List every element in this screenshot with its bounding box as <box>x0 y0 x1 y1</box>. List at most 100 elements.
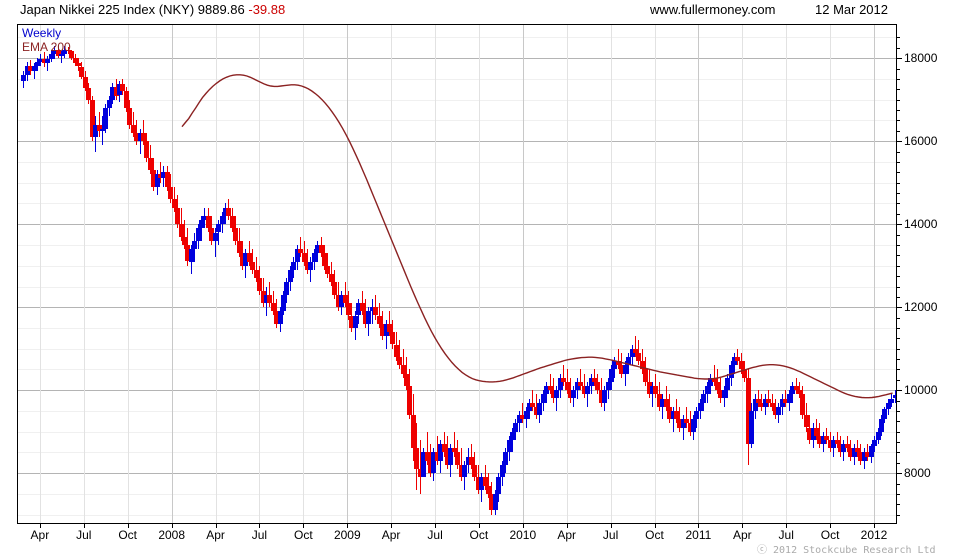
candle-body <box>745 377 751 445</box>
candle-body <box>803 415 809 428</box>
candle-wick <box>303 240 305 266</box>
candle-body <box>769 402 775 407</box>
x-axis-label: 2009 <box>333 528 361 542</box>
candle-body <box>643 369 649 382</box>
candle-body <box>294 249 300 262</box>
candle-body <box>581 386 587 395</box>
candle-wick <box>484 464 486 490</box>
candle-body <box>240 253 246 266</box>
candle-body <box>489 493 495 511</box>
candle-wick <box>737 348 739 366</box>
x-axis-label: Oct <box>820 528 840 542</box>
y-axis-label: 16000 <box>904 134 938 149</box>
candle-wick <box>470 444 472 469</box>
candle-wick <box>402 348 404 378</box>
candle-body <box>639 361 645 370</box>
candle-body <box>233 228 239 241</box>
x-axis-label: 2008 <box>158 528 186 542</box>
candle-body <box>701 394 707 403</box>
candle-body <box>134 132 140 142</box>
candle-body <box>441 444 447 453</box>
x-axis-tick <box>610 524 612 528</box>
candle-body <box>86 88 92 100</box>
candle-body <box>714 381 720 391</box>
gridline-horizontal <box>18 348 896 350</box>
candle-body <box>609 369 615 382</box>
candle-wick <box>399 340 401 370</box>
gridline-horizontal <box>18 390 896 392</box>
x-axis-tick <box>566 524 568 528</box>
y-axis-tick <box>897 359 900 361</box>
candle-body <box>858 452 864 461</box>
candle-body <box>76 63 82 67</box>
ema-200-line <box>181 74 893 399</box>
candle-body <box>530 402 536 407</box>
candle-body <box>407 386 413 416</box>
candle-body <box>216 224 222 233</box>
candle-body <box>386 323 392 333</box>
candle-body <box>267 294 273 304</box>
y-axis-tick <box>897 224 902 226</box>
candle-body <box>492 493 498 511</box>
candle-body <box>328 274 334 283</box>
y-axis-tick <box>897 130 900 132</box>
candle-body <box>393 344 399 357</box>
candle-wick <box>269 282 271 308</box>
candle-body <box>175 207 181 225</box>
candle-wick <box>819 423 821 449</box>
candle-body <box>677 419 683 428</box>
candle-body <box>837 444 843 453</box>
candle-body <box>786 394 792 403</box>
candle-body <box>291 261 297 270</box>
candle-wick <box>713 365 715 386</box>
candle-body <box>236 240 242 254</box>
candle-body <box>284 282 290 295</box>
y-axis-tick <box>897 504 900 506</box>
candle-body <box>824 435 830 440</box>
candle-body <box>55 49 61 57</box>
candle-body <box>304 261 310 270</box>
candle-body <box>595 381 601 391</box>
candle-wick <box>522 402 524 424</box>
gridline-vertical <box>39 25 41 523</box>
y-axis-tick <box>897 379 900 381</box>
gridline-horizontal <box>18 99 896 101</box>
instrument-and-last: Japan Nikkei 225 Index (NKY) 9889.86 <box>20 2 245 17</box>
y-axis-tick <box>897 141 902 143</box>
gridline-vertical <box>435 25 437 523</box>
candle-body <box>533 406 539 416</box>
candle-body <box>188 249 194 262</box>
candle-wick <box>768 390 770 407</box>
candle-body <box>363 311 369 324</box>
candle-wick <box>587 381 589 407</box>
candle-wick <box>426 431 428 465</box>
candle-body <box>448 448 454 465</box>
x-axis-tick <box>874 524 875 528</box>
candle-body <box>752 398 758 411</box>
candle-body <box>120 83 126 92</box>
candle-wick <box>429 444 431 478</box>
candle-body <box>537 402 543 416</box>
candle-body <box>21 74 27 81</box>
y-axis-tick <box>897 99 900 101</box>
chart-date: 12 Mar 2012 <box>815 2 888 17</box>
candle-body <box>318 244 324 254</box>
candle-body <box>287 269 293 283</box>
candle-body <box>667 406 673 420</box>
x-axis-label: Oct <box>118 528 138 542</box>
y-axis-tick <box>897 317 900 319</box>
candle-body <box>253 269 259 279</box>
candle-body <box>219 215 225 225</box>
candle-wick <box>252 249 254 274</box>
gridline-horizontal <box>18 514 896 516</box>
candle-body <box>571 390 577 399</box>
candle-body <box>602 390 608 403</box>
y-axis-tick <box>897 442 900 444</box>
x-axis-tick <box>39 524 41 528</box>
candle-body <box>766 398 772 403</box>
candle-body <box>527 402 533 411</box>
price-change: -39.88 <box>248 2 286 17</box>
candle-body <box>591 377 597 382</box>
gridline-horizontal <box>18 58 896 60</box>
